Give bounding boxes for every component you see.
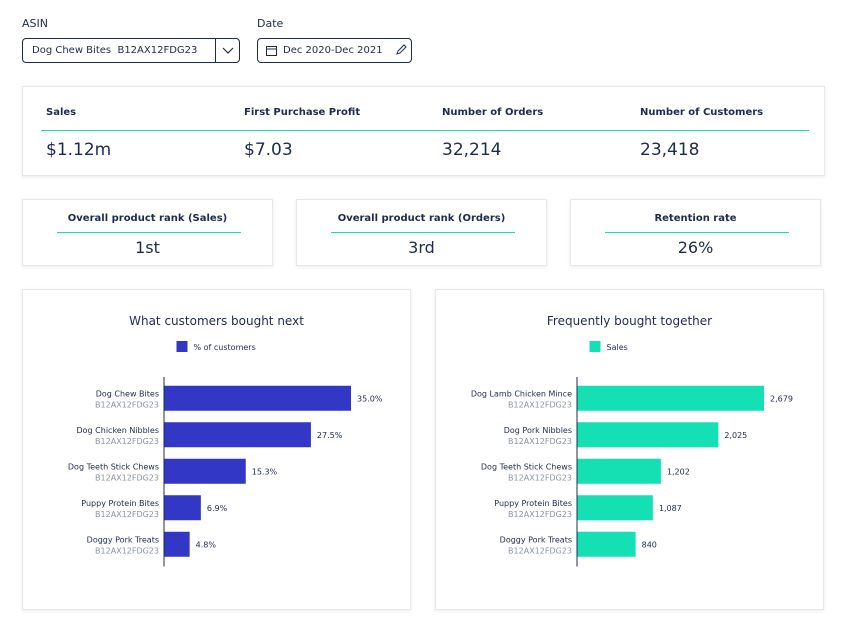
legend-label: Sales bbox=[607, 343, 628, 352]
category-label: Puppy Protein Bites bbox=[494, 499, 572, 508]
kpi-card: Sales First Purchase Profit Number of Or… bbox=[22, 86, 825, 176]
divider bbox=[41, 130, 809, 131]
bar bbox=[577, 531, 636, 557]
category-label: Dog Chew Bites bbox=[96, 389, 159, 398]
category-label: Dog Teeth Stick Chews bbox=[68, 462, 159, 471]
rank-label: Overall product rank (Orders) bbox=[337, 213, 506, 224]
rank-card: Overall product rank (Orders) 3rd bbox=[296, 199, 547, 266]
kpi-label: Number of Customers bbox=[640, 107, 764, 118]
value-label: 35.0% bbox=[357, 394, 383, 403]
bar bbox=[164, 458, 246, 484]
value-label: 1,202 bbox=[667, 467, 690, 476]
category-code: B12AX12FDG23 bbox=[508, 546, 572, 555]
date-picker[interactable]: Dec 2020-Dec 2021 bbox=[257, 38, 412, 63]
category-code: B12AX12FDG23 bbox=[95, 473, 159, 482]
bar bbox=[577, 495, 653, 521]
category-label: Doggy Pork Treats bbox=[500, 535, 572, 544]
rank-value: 3rd bbox=[408, 238, 435, 257]
bar bbox=[164, 531, 190, 557]
rank-value: 26% bbox=[677, 238, 714, 257]
category-label: Puppy Protein Bites bbox=[81, 499, 159, 508]
category-label: Dog Pork Nibbles bbox=[504, 426, 572, 435]
bar bbox=[164, 385, 351, 411]
chart-card: What customers bought next % of customers… bbox=[22, 289, 411, 610]
value-label: 840 bbox=[642, 540, 657, 549]
rank-card: Retention rate 26% bbox=[570, 199, 821, 266]
category-code: B12AX12FDG23 bbox=[95, 546, 159, 555]
chart-title: Frequently bought together bbox=[547, 314, 712, 328]
value-label: 2,679 bbox=[770, 394, 793, 403]
value-label: 4.8% bbox=[196, 540, 217, 549]
chevron-icon bbox=[222, 47, 234, 54]
edit-icon bbox=[396, 44, 407, 55]
value-label: 27.5% bbox=[317, 431, 343, 440]
category-code: B12AX12FDG23 bbox=[508, 437, 572, 446]
value-label: 1,087 bbox=[659, 504, 682, 513]
rank-label: Retention rate bbox=[654, 213, 737, 224]
category-code: B12AX12FDG23 bbox=[95, 437, 159, 446]
kpi-value: 23,418 bbox=[640, 140, 700, 160]
chart-title: What customers bought next bbox=[129, 314, 304, 328]
value-label: 2,025 bbox=[724, 431, 747, 440]
category-label: Doggy Pork Treats bbox=[87, 535, 159, 544]
legend-swatch bbox=[176, 341, 188, 352]
rank-value: 1st bbox=[135, 238, 160, 257]
kpi-label: Number of Orders bbox=[442, 107, 544, 118]
date-label: Date bbox=[257, 17, 284, 30]
divider bbox=[331, 232, 515, 233]
asin-label: ASIN bbox=[22, 17, 48, 30]
bar bbox=[164, 495, 201, 521]
kpi-value: 32,214 bbox=[442, 140, 502, 160]
chart-card: Frequently bought together Sales 2,679 2,02… bbox=[435, 289, 824, 610]
kpi-value: $1.12m bbox=[46, 140, 112, 160]
category-code: B12AX12FDG23 bbox=[508, 400, 572, 409]
asin-value: Dog Chew Bites B12AX12FDG23 bbox=[32, 45, 198, 56]
category-code: B12AX12FDG23 bbox=[95, 400, 159, 409]
asin-dropdown[interactable]: Dog Chew Bites B12AX12FDG23 bbox=[22, 38, 240, 63]
kpi-label: First Purchase Profit bbox=[244, 107, 361, 118]
legend-label: % of customers bbox=[194, 343, 256, 352]
chart: What customers bought next % of customers… bbox=[68, 314, 383, 567]
chart: Frequently bought together Sales 2,679 2,02… bbox=[471, 314, 793, 567]
category-code: B12AX12FDG23 bbox=[508, 473, 572, 482]
category-code: B12AX12FDG23 bbox=[95, 510, 159, 519]
category-label: Dog Chicken Nibbles bbox=[76, 426, 159, 435]
rank-card: Overall product rank (Sales) 1st bbox=[22, 199, 273, 266]
bar bbox=[164, 422, 311, 448]
date-value: Dec 2020-Dec 2021 bbox=[283, 45, 383, 56]
bar bbox=[577, 385, 764, 411]
calendar-icon bbox=[266, 46, 277, 56]
bar bbox=[577, 422, 719, 448]
divider bbox=[605, 232, 789, 233]
kpi-value: $7.03 bbox=[244, 140, 293, 160]
rank-label: Overall product rank (Sales) bbox=[67, 213, 228, 224]
category-label: Dog Teeth Stick Chews bbox=[481, 462, 572, 471]
value-label: 15.3% bbox=[252, 467, 278, 476]
value-label: 6.9% bbox=[207, 504, 228, 513]
divider bbox=[215, 39, 216, 62]
category-code: B12AX12FDG23 bbox=[508, 510, 572, 519]
divider bbox=[57, 232, 241, 233]
legend-swatch bbox=[589, 341, 601, 352]
category-label: Dog Lamb Chicken Mince bbox=[471, 389, 572, 398]
bar bbox=[577, 458, 661, 484]
kpi-label: Sales bbox=[46, 107, 77, 118]
